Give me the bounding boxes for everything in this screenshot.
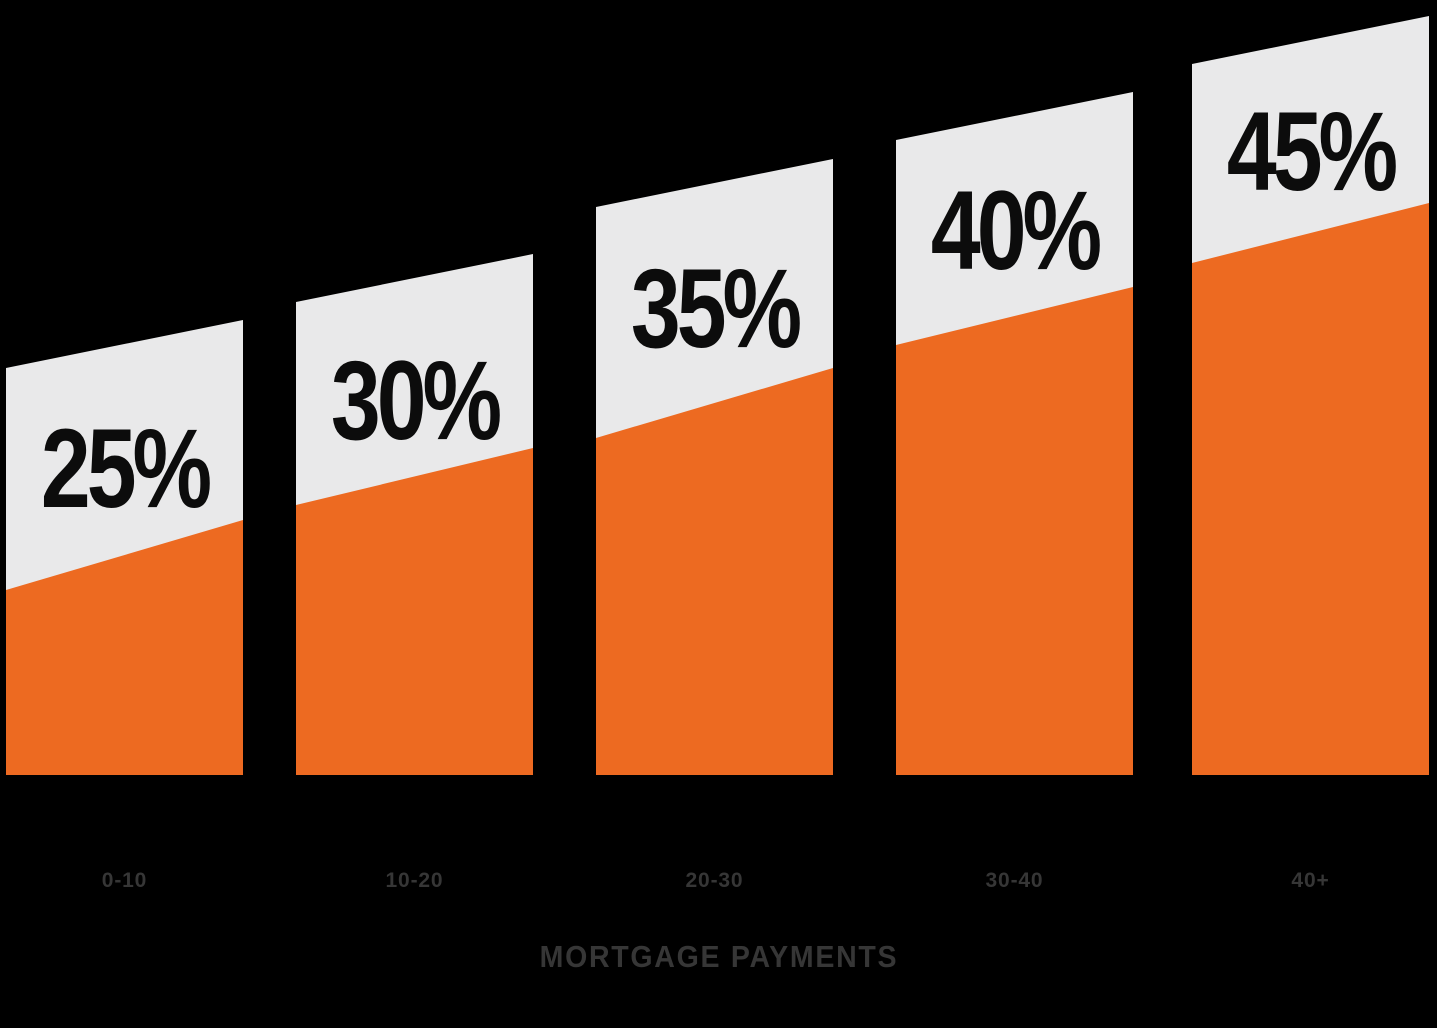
bar-value-text: 25% <box>40 406 212 531</box>
bar-value-text: 40% <box>930 168 1102 293</box>
bar-value-label: 45% <box>1192 96 1429 208</box>
bar-fill <box>296 448 533 775</box>
bar-group: 35% <box>596 0 833 775</box>
bar-fill <box>896 287 1133 775</box>
x-axis-label: 10-20 <box>385 869 444 892</box>
bar-fill <box>1192 203 1429 775</box>
x-axis-label: 20-30 <box>685 869 744 892</box>
bar-value-text: 30% <box>330 338 502 463</box>
bar-value-label: 35% <box>596 253 833 365</box>
bar-group: 25% <box>6 0 243 775</box>
bar-value-text: 35% <box>630 246 802 371</box>
chart-title-text: MORTGAGE PAYMENTS <box>539 939 898 974</box>
bar-value-label: 30% <box>296 345 533 457</box>
bar-group: 40% <box>896 0 1133 775</box>
x-axis-label: 30-40 <box>985 869 1044 892</box>
x-axis-label: 0-10 <box>101 869 148 892</box>
bar-value-text: 45% <box>1226 89 1398 214</box>
bar-value-label: 40% <box>896 175 1133 287</box>
bar-value-label: 25% <box>6 413 243 525</box>
bar-group: 30% <box>296 0 533 775</box>
bar-fill <box>596 368 833 775</box>
bar-group: 45% <box>1192 0 1429 775</box>
x-axis-label: 40+ <box>1291 869 1330 892</box>
chart-title: MORTGAGE PAYMENTS <box>0 941 1437 972</box>
